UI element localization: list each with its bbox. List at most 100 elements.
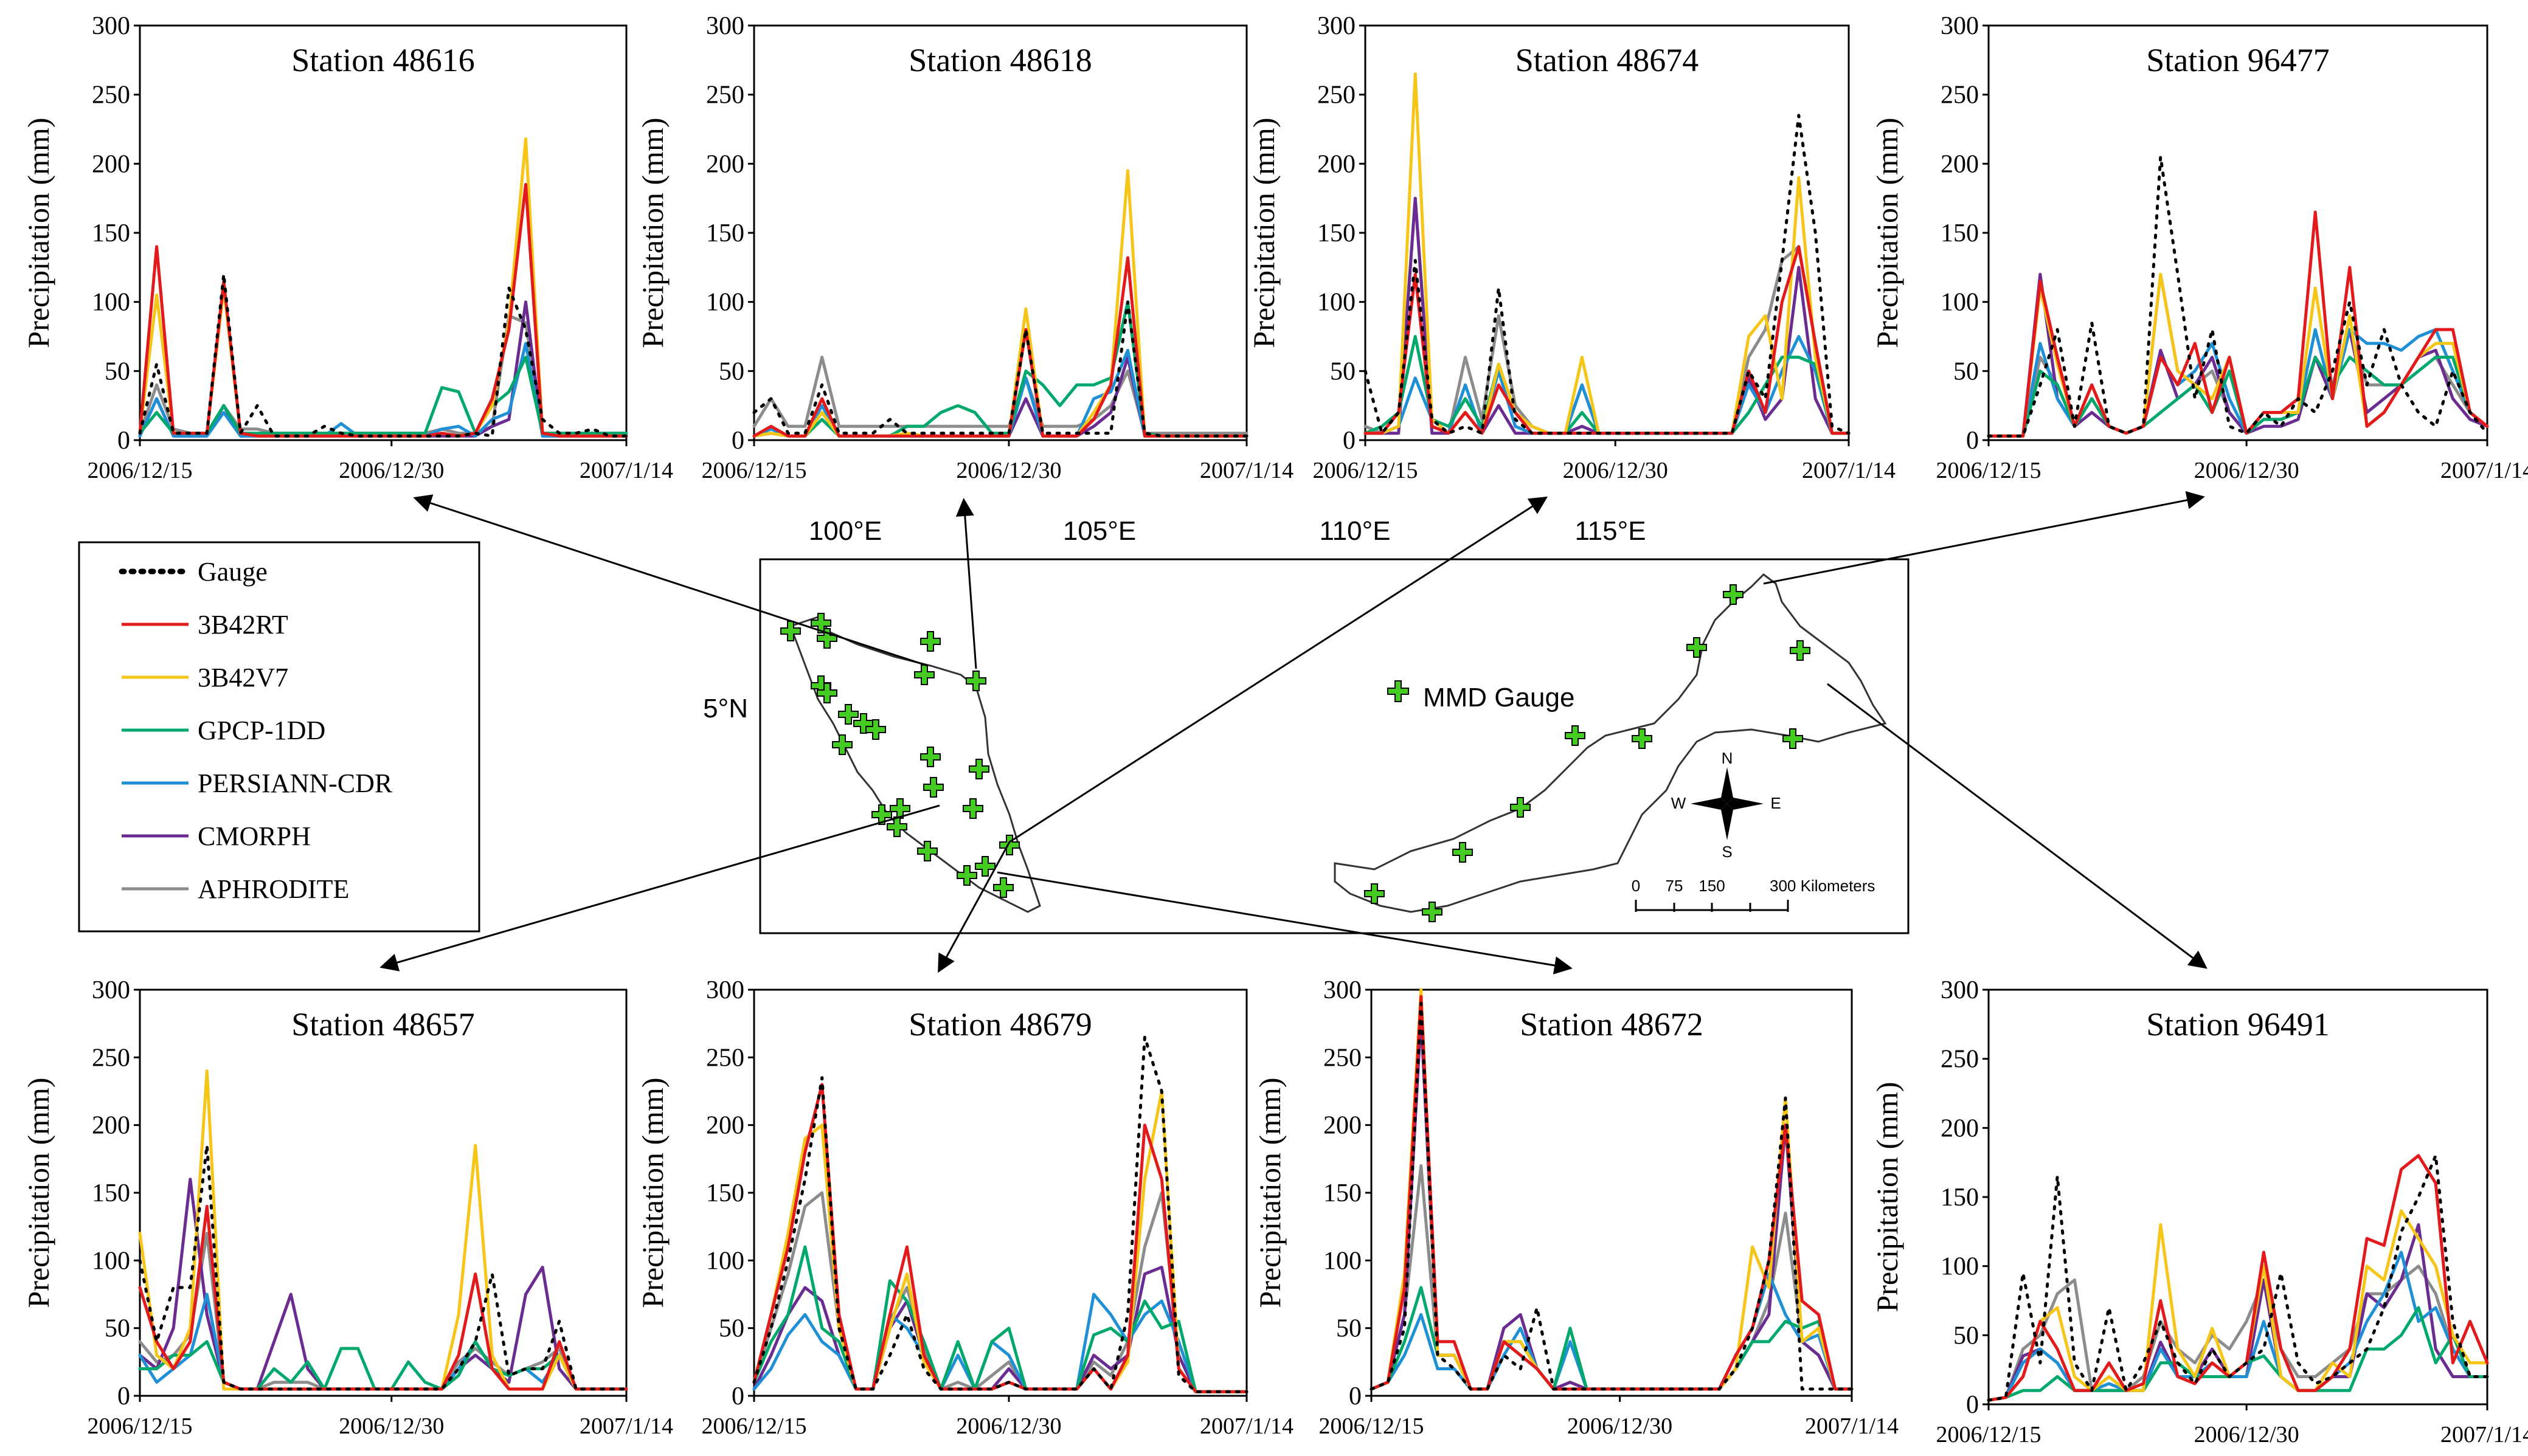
series-line-persiann-cdr	[752, 1292, 1248, 1393]
legend-item-label: PERSIANN-CDR	[198, 768, 393, 798]
y-tick-label: 0	[1343, 427, 1356, 455]
series-line-3b42rt	[138, 182, 628, 438]
y-tick-label: 200	[1941, 150, 1979, 178]
legend-box	[78, 541, 480, 933]
y-tick-label: 0	[732, 427, 744, 455]
y-tick-label: 150	[706, 219, 744, 247]
y-tick-label: 200	[1317, 150, 1356, 178]
gauge-marker	[1782, 728, 1803, 749]
gauge-marker	[957, 865, 977, 886]
y-axis-label: Precipitation (mm)	[635, 1077, 670, 1308]
y-tick-label: 250	[1317, 81, 1356, 109]
y-tick-label: 0	[117, 1382, 130, 1410]
y-tick-label: 250	[1941, 81, 1979, 109]
x-tick-label: 2007/1/14	[1200, 458, 1293, 483]
legend-item-label: APHRODITE	[198, 874, 349, 904]
y-tick-label: 150	[1941, 219, 1979, 247]
y-tick-label: 100	[1941, 289, 1979, 317]
series-line-gauge	[138, 272, 628, 438]
gauge-marker	[993, 877, 1014, 898]
y-axis-label: Precipitation (mm)	[635, 117, 670, 348]
series-line-gpcp-1dd	[1987, 1306, 2489, 1402]
series-line-gauge	[1987, 1154, 2489, 1402]
y-tick-label: 50	[1953, 357, 1979, 385]
series-line-gauge	[1370, 1001, 1854, 1391]
legend-item-label: 3B42RT	[198, 610, 288, 640]
series-line-gpcp-1dd	[752, 1245, 1248, 1393]
plot-area	[1987, 988, 2488, 1406]
x-tick-label: 2006/12/15	[87, 1413, 192, 1439]
x-tick-label: 2007/1/14	[2440, 1422, 2528, 1447]
chart-title: Station 96477	[2146, 42, 2330, 78]
gauge-marker-legend: MMD Gauge	[1387, 680, 1574, 712]
gauge-marker	[1790, 640, 1810, 661]
y-tick-label: 250	[92, 1044, 130, 1072]
y-tick-label: 300	[1941, 12, 1979, 40]
x-tick-label: 2007/1/14	[580, 458, 673, 483]
gauge-marker	[890, 798, 910, 819]
gauge-marker	[871, 804, 892, 825]
compass-e: E	[1770, 794, 1781, 812]
legend-item-label: 3B42V7	[198, 663, 288, 692]
scale-label-0: 0	[1632, 877, 1640, 895]
x-tick-label: 2006/12/30	[956, 458, 1061, 483]
gauge-marker	[920, 747, 941, 767]
y-tick-label: 150	[706, 1179, 744, 1207]
series-line-3b42rt	[1987, 1154, 2489, 1402]
lon-label-100: 100°E	[809, 516, 882, 546]
gauge-marker	[865, 719, 886, 740]
gauge-marker	[1364, 883, 1385, 904]
chart-title: Station 48616	[291, 42, 475, 78]
series-line-cmorph	[1370, 1015, 1854, 1391]
series-line-gauge	[138, 1144, 628, 1391]
gauge-marker	[811, 613, 831, 633]
x-tick-label: 2007/1/14	[1200, 1413, 1293, 1439]
gauge-marker	[817, 683, 837, 703]
y-axis-label: Precipitation (mm)	[1247, 117, 1281, 348]
chart-title: Station 48679	[909, 1006, 1092, 1043]
series-line-aphrodite	[1987, 1265, 2489, 1402]
x-tick-label: 2006/12/15	[701, 458, 806, 483]
x-tick-label: 2006/12/15	[701, 1413, 806, 1439]
y-tick-label: 0	[1966, 427, 1979, 455]
scale-bar: 0 75 150 300 Kilometers	[1632, 877, 1875, 912]
x-tick-label: 2006/12/30	[339, 1413, 444, 1439]
chart-panel: 0 50 100 150 200 250 300 Precipitation (mm) Stat…	[1870, 12, 2528, 483]
gauge-marker	[838, 704, 859, 725]
arrow-48616	[413, 494, 928, 667]
gauge-marker	[1632, 728, 1652, 749]
legend-item-label: CMORPH	[198, 821, 311, 851]
y-tick-label: 50	[1953, 1322, 1979, 1350]
x-tick-label: 2007/1/14	[1802, 458, 1896, 483]
arrow-48674	[1009, 496, 1548, 843]
gauge-legend-label: MMD Gauge	[1423, 683, 1574, 712]
legend-item-label: GPCP-1DD	[198, 716, 325, 745]
y-tick-label: 100	[1941, 1253, 1979, 1281]
chart-panel: 0 50 100 150 200 250 300 Precipitation (mm) Stat…	[21, 12, 673, 483]
chart-panel: 0 50 100 150 200 250 300 Precipitation (mm) Stat…	[1870, 976, 2528, 1447]
y-tick-label: 100	[706, 289, 744, 317]
x-tick-label: 2006/12/15	[1936, 458, 2041, 483]
y-tick-label: 50	[1330, 357, 1356, 385]
y-tick-label: 50	[105, 357, 130, 385]
x-tick-label: 2006/12/30	[2194, 1422, 2299, 1447]
series-line-3b42v7	[752, 169, 1248, 438]
x-tick-label: 2007/1/14	[1805, 1413, 1899, 1439]
gauge-marker	[917, 841, 938, 861]
y-tick-label: 200	[92, 1112, 130, 1140]
gauge-marker	[963, 798, 983, 819]
lon-label-105: 105°E	[1063, 516, 1136, 546]
y-tick-label: 300	[706, 12, 744, 40]
y-tick-label: 50	[105, 1315, 130, 1343]
y-axis-label: Precipitation (mm)	[21, 1077, 55, 1308]
compass-w: W	[1671, 794, 1686, 812]
x-tick-label: 2006/12/30	[1563, 458, 1668, 483]
y-tick-label: 300	[1941, 976, 1979, 1004]
scale-label-300: 300 Kilometers	[1770, 877, 1875, 895]
y-tick-label: 300	[92, 976, 130, 1004]
y-tick-label: 50	[719, 357, 744, 385]
y-tick-label: 150	[92, 1179, 130, 1207]
x-tick-label: 2006/12/15	[1936, 1422, 2041, 1447]
y-tick-label: 250	[1323, 1044, 1362, 1072]
series-line-3b42v7	[1363, 72, 1851, 435]
